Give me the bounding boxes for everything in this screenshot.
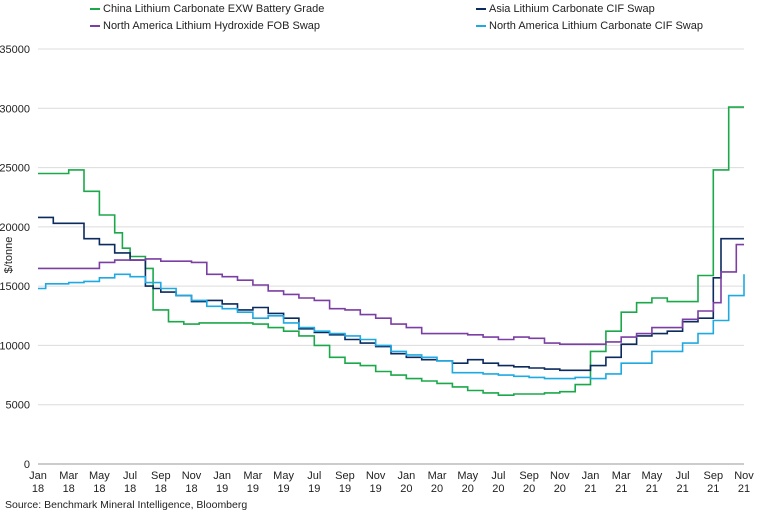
legend-item-na-carbonate: North America Lithium Carbonate CIF Swap <box>476 20 703 32</box>
x-tick-label: 20 <box>492 483 504 495</box>
x-tick-label: May <box>89 470 110 482</box>
legend-swatch <box>476 8 486 10</box>
x-tick-label: Jan <box>29 470 47 482</box>
x-tick-label: Mar <box>243 470 262 482</box>
legend-label: North America Lithium Carbonate CIF Swap <box>489 20 703 32</box>
x-tick-label: 18 <box>185 483 197 495</box>
x-tick-label: 21 <box>676 483 688 495</box>
y-tick-label: 35000 <box>0 44 30 56</box>
y-tick-label: 30000 <box>0 103 30 115</box>
x-tick-label: 19 <box>247 483 259 495</box>
x-tick-label: 20 <box>462 483 474 495</box>
series-line-1 <box>38 216 744 372</box>
x-tick-label: Nov <box>182 470 202 482</box>
x-tick-label: Mar <box>612 470 631 482</box>
x-tick-label: Jul <box>491 470 505 482</box>
x-tick-label: 18 <box>155 483 167 495</box>
x-axis-tick-labels: Jan18Mar18May18Jul18Sep18Nov18Jan19Mar19… <box>29 470 754 495</box>
x-tick-label: Jan <box>213 470 231 482</box>
series-line-2 <box>38 243 744 345</box>
y-tick-label: 10000 <box>0 340 30 352</box>
x-tick-label: Jul <box>307 470 321 482</box>
x-tick-label: 18 <box>93 483 105 495</box>
x-tick-label: Sep <box>335 470 355 482</box>
x-tick-label: 18 <box>63 483 75 495</box>
y-tick-label: 15000 <box>0 281 30 293</box>
x-tick-label: 19 <box>308 483 320 495</box>
x-tick-label: 21 <box>707 483 719 495</box>
x-tick-label: 21 <box>646 483 658 495</box>
x-tick-label: 19 <box>370 483 382 495</box>
x-tick-label: May <box>642 470 663 482</box>
x-tick-label: Jan <box>397 470 415 482</box>
y-tick-label: 25000 <box>0 163 30 175</box>
x-tick-label: 19 <box>277 483 289 495</box>
x-tick-label: 20 <box>431 483 443 495</box>
x-tick-label: Sep <box>151 470 171 482</box>
x-tick-label: 21 <box>584 483 596 495</box>
legend-label: Asia Lithium Carbonate CIF Swap <box>489 3 655 15</box>
y-axis-label: $/tonne <box>3 237 15 274</box>
y-tick-label: 5000 <box>6 400 30 412</box>
x-tick-label: Mar <box>59 470 78 482</box>
x-tick-label: 18 <box>32 483 44 495</box>
legend-label: North America Lithium Hydroxide FOB Swap <box>103 20 321 32</box>
legend-item-na-hydroxide: North America Lithium Hydroxide FOB Swap <box>90 20 320 32</box>
source-note: Source: Benchmark Mineral Intelligence, … <box>5 499 248 511</box>
legend-label: China Lithium Carbonate EXW Battery Grad… <box>103 3 325 15</box>
x-tick-label: Jul <box>676 470 690 482</box>
x-tick-label: Jul <box>123 470 137 482</box>
x-tick-label: 18 <box>124 483 136 495</box>
y-tick-label: 20000 <box>0 222 30 234</box>
series-line-3 <box>38 273 745 380</box>
x-tick-label: 21 <box>738 483 750 495</box>
legend-item-china-carbonate: China Lithium Carbonate EXW Battery Grad… <box>90 3 324 15</box>
x-tick-label: 19 <box>339 483 351 495</box>
x-tick-label: Jan <box>582 470 600 482</box>
x-tick-label: Nov <box>734 470 754 482</box>
legend-swatch <box>90 8 100 10</box>
legend-swatch <box>90 25 100 27</box>
x-tick-label: 20 <box>523 483 535 495</box>
x-tick-label: May <box>273 470 294 482</box>
x-tick-label: Sep <box>704 470 724 482</box>
x-tick-label: Nov <box>366 470 386 482</box>
y-tick-label: 0 <box>24 459 30 471</box>
y-axis-tick-labels: 0 5000 10000 15000 20000 25000 30000 35000 <box>0 44 30 471</box>
x-tick-label: 20 <box>554 483 566 495</box>
x-tick-label: 19 <box>216 483 228 495</box>
x-tick-label: 20 <box>400 483 412 495</box>
x-tick-label: Sep <box>519 470 539 482</box>
x-tick-label: 21 <box>615 483 627 495</box>
x-tick-label: May <box>457 470 478 482</box>
legend-item-asia-carbonate: Asia Lithium Carbonate CIF Swap <box>476 3 655 15</box>
x-tick-label: Nov <box>550 470 570 482</box>
legend-swatch <box>476 25 486 27</box>
series-lines <box>38 106 745 396</box>
x-tick-label: Mar <box>428 470 447 482</box>
